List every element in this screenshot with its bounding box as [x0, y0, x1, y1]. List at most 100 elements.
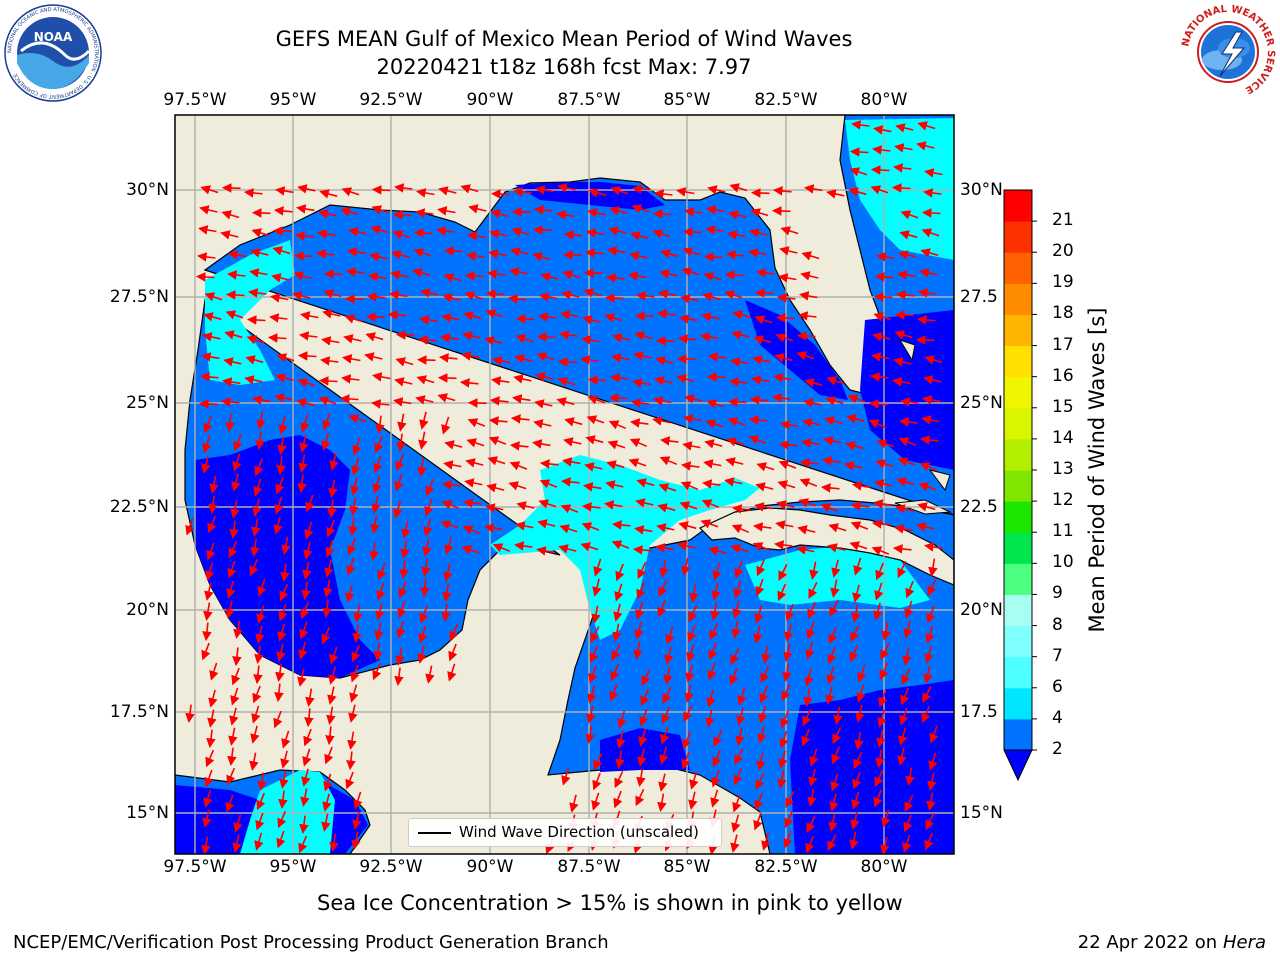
lat-label-right: 30°N: [960, 180, 1003, 200]
wave-direction-arrow: [826, 666, 836, 685]
wave-direction-arrow: [658, 773, 668, 792]
wave-direction-arrow: [924, 355, 943, 365]
wave-direction-arrow: [798, 498, 817, 508]
wave-direction-arrow: [801, 438, 820, 448]
wave-direction-arrow: [877, 709, 887, 728]
wave-direction-arrow: [656, 523, 675, 533]
wave-direction-arrow: [652, 416, 671, 426]
wave-direction-arrow: [298, 835, 308, 854]
wave-direction-arrow: [207, 709, 217, 728]
wave-direction-arrow: [710, 789, 720, 808]
wave-direction-arrow: [659, 456, 678, 466]
wave-direction-arrow: [588, 665, 598, 684]
colorbar-segment: [1004, 345, 1032, 378]
wave-direction-arrow: [274, 393, 293, 403]
wave-direction-arrow: [444, 440, 463, 450]
wave-direction-arrow: [203, 789, 213, 808]
wave-direction-arrow: [688, 791, 698, 810]
wave-direction-arrow: [753, 335, 772, 345]
wave-direction-arrow: [636, 478, 655, 488]
wave-direction-arrow: [251, 705, 261, 724]
wave-direction-arrow: [681, 267, 700, 277]
wave-direction-arrow: [826, 189, 845, 199]
wave-direction-arrow: [293, 271, 312, 281]
wave-direction-arrow: [703, 252, 723, 262]
wave-direction-arrow: [613, 790, 623, 809]
wave-direction-arrow: [806, 621, 816, 640]
wave-direction-arrow: [657, 793, 667, 812]
wave-direction-arrow: [341, 187, 360, 197]
wave-direction-arrow: [230, 500, 240, 519]
wave-direction-arrow: [829, 793, 839, 812]
wave-direction-arrow: [660, 436, 679, 446]
wave-direction-arrow: [778, 564, 788, 582]
wave-direction-arrow: [707, 185, 726, 195]
wave-direction-arrow: [208, 495, 218, 514]
wave-direction-arrow: [395, 330, 415, 340]
wave-direction-arrow: [707, 662, 717, 681]
wave-direction-arrow: [202, 809, 212, 828]
wave-direction-arrow: [351, 831, 361, 850]
wave-direction-arrow: [731, 620, 741, 639]
wave-direction-arrow: [229, 520, 239, 539]
wave-direction-arrow: [731, 330, 750, 340]
wave-direction-arrow: [352, 437, 362, 456]
wave-direction-arrow: [464, 291, 483, 301]
wave-direction-arrow: [417, 335, 437, 345]
wave-direction-arrow: [559, 524, 578, 534]
wave-direction-arrow: [589, 645, 599, 664]
wave-direction-arrow: [780, 420, 799, 430]
wave-direction-arrow: [344, 314, 363, 324]
wave-direction-arrow: [232, 453, 242, 472]
wave-direction-arrow: [532, 439, 551, 449]
wave-direction-arrow: [532, 225, 552, 235]
wave-direction-arrow: [708, 642, 718, 661]
wave-direction-arrow: [389, 290, 408, 300]
wave-direction-arrow: [277, 623, 287, 642]
wave-direction-arrow: [924, 645, 934, 664]
wave-direction-arrow: [898, 437, 917, 447]
wave-direction-arrow: [687, 624, 697, 643]
wave-direction-arrow: [728, 377, 748, 387]
wave-direction-arrow: [728, 210, 747, 220]
wave-direction-arrow: [928, 752, 938, 771]
wave-direction-arrow: [371, 495, 381, 514]
wave-direction-arrow: [442, 293, 461, 303]
wave-direction-arrow: [613, 603, 623, 622]
lat-label-right: 15°N: [960, 803, 1003, 823]
wave-direction-arrow: [609, 683, 619, 702]
wave-direction-arrow: [198, 225, 217, 235]
wave-direction-arrow: [254, 458, 264, 477]
wave-direction-arrow: [392, 210, 412, 220]
wave-direction-arrow: [784, 810, 794, 829]
wave-direction-arrow: [634, 621, 644, 640]
lon-label-top: 80°W: [860, 90, 908, 110]
wave-direction-arrow: [823, 436, 842, 446]
wave-direction-arrow: [704, 439, 723, 449]
wave-direction-arrow: [305, 688, 315, 707]
wave-direction-arrow: [441, 500, 460, 510]
wave-direction-arrow: [344, 294, 364, 304]
wave-direction-arrow: [611, 520, 631, 530]
wave-direction-arrow: [709, 622, 719, 641]
wave-direction-arrow: [828, 523, 847, 533]
wave-direction-arrow: [854, 731, 864, 750]
wave-direction-arrow: [509, 441, 529, 451]
wave-direction-arrow: [228, 727, 238, 746]
wave-direction-arrow: [752, 542, 771, 552]
wave-direction-arrow: [299, 815, 309, 834]
wave-direction-arrow: [323, 289, 342, 299]
wave-direction-arrow: [373, 642, 383, 661]
colorbar-segment: [1004, 470, 1032, 502]
wave-direction-arrow: [583, 268, 603, 278]
wave-direction-arrow: [391, 250, 410, 260]
wave-direction-arrow: [437, 206, 456, 216]
wave-direction-arrow: [757, 725, 767, 744]
wave-direction-arrow: [655, 336, 675, 346]
wave-direction-arrow: [512, 394, 531, 404]
wave-direction-arrow: [298, 454, 308, 473]
wave-direction-arrow: [425, 665, 435, 684]
wave-direction-arrow: [703, 459, 722, 469]
wave-direction-arrow: [511, 207, 531, 217]
wave-direction-arrow: [371, 205, 390, 215]
